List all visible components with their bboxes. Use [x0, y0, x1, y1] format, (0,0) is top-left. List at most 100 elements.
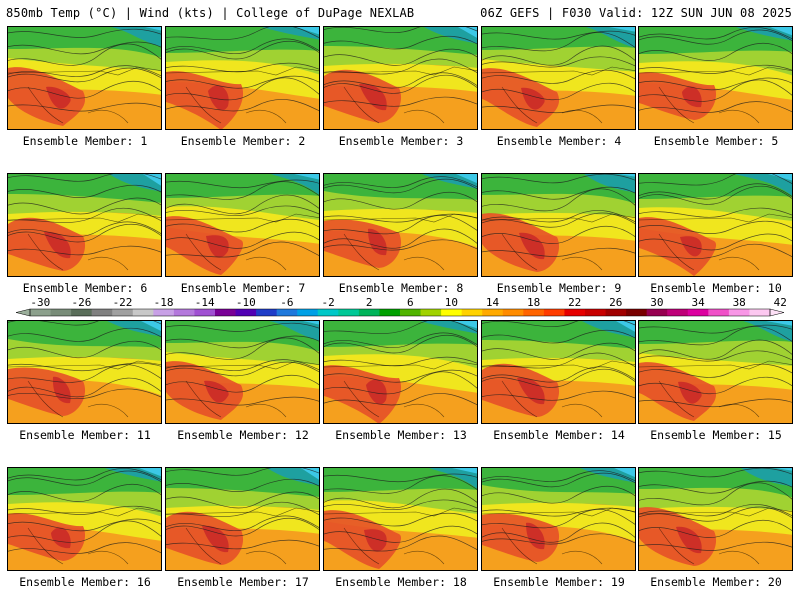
ensemble-member-label: Ensemble Member: 17	[177, 575, 309, 589]
colorbar-max-arrow	[769, 308, 785, 317]
colorbar-min-arrow	[15, 308, 31, 317]
ensemble-member-label: Ensemble Member: 14	[493, 428, 625, 442]
model-valid-time: 06Z GEFS | F030 Valid: 12Z SUN JUN 08 20…	[480, 6, 792, 20]
colorbar-tick-label: -14	[195, 296, 215, 309]
colorbar-tick-label: 10	[445, 296, 458, 309]
colorbar-segment	[585, 309, 606, 316]
ensemble-map-graphic	[324, 321, 477, 423]
colorbar-segment	[523, 309, 545, 316]
colorbar-segment	[461, 309, 483, 316]
colorbar-segment	[482, 309, 504, 316]
colorbar-tick-label: -26	[71, 296, 91, 309]
ensemble-map-graphic	[324, 27, 477, 129]
ensemble-map-panel	[165, 320, 320, 424]
ensemble-map-panel	[481, 26, 636, 130]
colorbar-segment	[132, 309, 154, 316]
colorbar-segment	[91, 309, 113, 316]
ensemble-map-graphic	[324, 468, 477, 570]
colorbar-tick-label: 22	[568, 296, 581, 309]
ensemble-member-label: Ensemble Member: 8	[338, 281, 464, 295]
colorbar-segment	[441, 309, 463, 316]
colorbar-tick-label: -6	[280, 296, 293, 309]
colorbar-segment	[194, 309, 216, 316]
ensemble-map-panel	[638, 26, 793, 130]
colorbar-segment	[687, 309, 709, 316]
colorbar-segment	[605, 309, 627, 316]
ensemble-member-label: Ensemble Member: 9	[496, 281, 622, 295]
ensemble-map-graphic	[166, 174, 319, 276]
colorbar-segment	[338, 309, 360, 316]
ensemble-member-label: Ensemble Member: 19	[493, 575, 625, 589]
ensemble-map-panel	[638, 173, 793, 277]
ensemble-map-panel	[165, 467, 320, 571]
ensemble-map-graphic	[482, 174, 635, 276]
colorbar-tick-label: 14	[486, 296, 500, 309]
colorbar-segment	[502, 309, 524, 316]
colorbar-segment	[112, 309, 134, 316]
colorbar-segment	[317, 309, 339, 316]
ensemble-member-label: Ensemble Member: 11	[19, 428, 151, 442]
ensemble-map-panel	[323, 26, 478, 130]
ensemble-map-panel	[323, 173, 478, 277]
ensemble-map-graphic	[166, 321, 319, 423]
colorbar-segment	[400, 309, 421, 316]
colorbar-segment	[297, 309, 319, 316]
colorbar-segment	[379, 309, 401, 316]
colorbar-tick-label: 18	[527, 296, 540, 309]
ensemble-member-label: Ensemble Member: 6	[22, 281, 148, 295]
colorbar-segment	[173, 309, 195, 316]
colorbar-segment	[626, 309, 648, 316]
map-title: 850mb Temp (°C) | Wind (kts) | College o…	[6, 6, 415, 20]
ensemble-map-graphic	[639, 468, 792, 570]
colorbar-segment	[728, 309, 750, 316]
colorbar-tick-label: 26	[609, 296, 622, 309]
colorbar-tick-label: 6	[407, 296, 414, 309]
colorbar-segment	[420, 309, 442, 316]
colorbar-segment	[358, 309, 380, 316]
ensemble-member-label: Ensemble Member: 1	[22, 134, 148, 148]
colorbar-segment	[235, 309, 257, 316]
temperature-colorbar: -30 -26 -22 -18 -14 -10 -6 -2 2 6 10 14 18 22 26 30 34 38…	[15, 296, 787, 317]
ensemble-map-panel	[481, 467, 636, 571]
ensemble-map-graphic	[482, 321, 635, 423]
colorbar-segment	[543, 309, 565, 316]
ensemble-map-graphic	[639, 321, 792, 423]
ensemble-map-graphic	[639, 27, 792, 129]
ensemble-map-graphic	[324, 174, 477, 276]
colorbar-segment	[667, 309, 689, 316]
ensemble-map-graphic	[482, 27, 635, 129]
ensemble-member-label: Ensemble Member: 4	[496, 134, 622, 148]
ensemble-map-graphic	[639, 174, 792, 276]
colorbar-tick-label: 42	[774, 296, 787, 309]
colorbar-segment	[215, 309, 236, 316]
ensemble-map-panel	[165, 173, 320, 277]
ensemble-member-label: Ensemble Member: 12	[177, 428, 309, 442]
ensemble-map-panel	[638, 320, 793, 424]
ensemble-member-label: Ensemble Member: 10	[650, 281, 782, 295]
ensemble-map-panel	[7, 320, 162, 424]
colorbar-tick-label: -30	[30, 296, 50, 309]
colorbar-tick-label: -2	[321, 296, 334, 309]
colorbar-tick-label: 2	[366, 296, 373, 309]
colorbar-tick-label: -22	[113, 296, 133, 309]
ensemble-map-graphic	[8, 174, 161, 276]
colorbar-segment	[276, 309, 298, 316]
ensemble-member-label: Ensemble Member: 15	[650, 428, 782, 442]
ensemble-map-graphic	[8, 321, 161, 423]
colorbar-segment	[646, 309, 668, 316]
ensemble-map-graphic	[166, 27, 319, 129]
ensemble-member-label: Ensemble Member: 13	[335, 428, 467, 442]
ensemble-map-panel	[481, 173, 636, 277]
ensemble-map-graphic	[166, 468, 319, 570]
ensemble-map-panel	[7, 173, 162, 277]
ensemble-member-label: Ensemble Member: 20	[650, 575, 782, 589]
colorbar-segment	[50, 309, 72, 316]
ensemble-member-label: Ensemble Member: 16	[19, 575, 151, 589]
ensemble-map-graphic	[8, 27, 161, 129]
ensemble-map-panel	[165, 26, 320, 130]
colorbar-segment	[256, 309, 278, 316]
colorbar-segment	[564, 309, 586, 316]
ensemble-member-label: Ensemble Member: 2	[180, 134, 306, 148]
colorbar-segment	[30, 309, 51, 316]
ensemble-map-panel	[638, 467, 793, 571]
